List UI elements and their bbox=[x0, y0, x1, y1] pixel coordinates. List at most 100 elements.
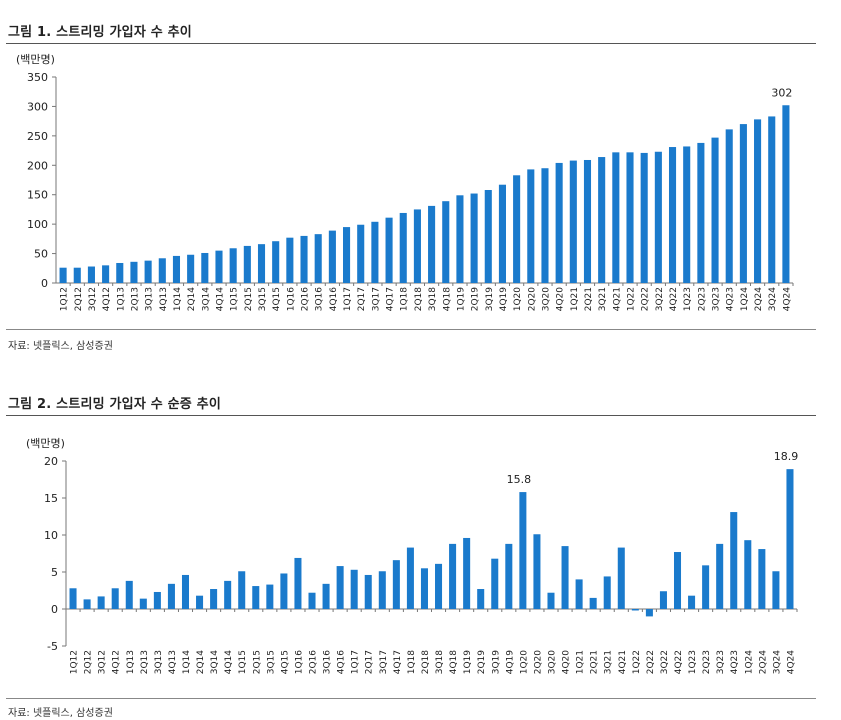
figure-1-bar bbox=[683, 146, 691, 283]
figure-2-x-tick-label: 3Q24 bbox=[772, 650, 782, 675]
figure-2-x-tick-label: 2Q19 bbox=[477, 650, 487, 675]
figure-2-bar bbox=[673, 552, 682, 609]
figure-1-y-tick-label: 0 bbox=[41, 277, 48, 290]
figure-2-x-tick-label: 4Q22 bbox=[674, 650, 684, 674]
figure-1-bar bbox=[612, 152, 620, 283]
figure-2-bar bbox=[167, 583, 175, 609]
figure-1-bar bbox=[87, 266, 95, 283]
figure-2-bar bbox=[364, 574, 372, 609]
figure-2-bar bbox=[716, 543, 724, 609]
figure-2-bar bbox=[519, 492, 527, 609]
figure-1-x-tick-label: 2Q23 bbox=[697, 287, 707, 311]
figure-1-x-tick-label: 1Q16 bbox=[286, 287, 296, 312]
figure-2-bar bbox=[561, 546, 569, 609]
figure-1-x-tick-label: 4Q21 bbox=[612, 287, 622, 311]
figure-2-x-tick-label: 1Q19 bbox=[463, 650, 473, 675]
figure-1-x-tick-label: 2Q21 bbox=[584, 287, 594, 311]
figure-2-x-tick-label: 2Q18 bbox=[421, 650, 431, 675]
figure-2-x-tick-label: 3Q14 bbox=[210, 650, 220, 675]
figure-2-source: 자료: 넷플릭스, 삼성증권 bbox=[8, 708, 113, 719]
figure-1-x-tick-label: 2Q14 bbox=[187, 287, 197, 312]
figure-2-x-tick-label: 3Q16 bbox=[323, 650, 333, 675]
figure-1-x-tick-label: 2Q18 bbox=[414, 287, 424, 312]
figure-1-x-tick-label: 4Q22 bbox=[669, 287, 679, 311]
figure-1-bar bbox=[626, 152, 634, 283]
figure-2-bar bbox=[702, 565, 710, 609]
figure-1-x-tick-label: 2Q24 bbox=[754, 287, 764, 312]
figure-1-bar bbox=[654, 151, 662, 283]
figure-1-bar bbox=[498, 184, 506, 283]
figure-2-bar bbox=[238, 571, 246, 609]
figure-2-bar bbox=[477, 589, 485, 609]
figure-2-x-tick-label: 1Q21 bbox=[576, 650, 586, 674]
figure-1-bar bbox=[144, 260, 152, 283]
figure-2-bar bbox=[308, 592, 316, 609]
figure-1-x-tick-label: 2Q20 bbox=[527, 287, 537, 312]
figure-1-bar bbox=[116, 262, 124, 283]
figure-1-x-tick-label: 4Q12 bbox=[102, 287, 112, 311]
figure-1-x-tick-label: 4Q23 bbox=[726, 287, 736, 311]
figure-1-bar bbox=[257, 244, 266, 283]
figure-2-bottom-rule bbox=[6, 698, 816, 699]
figure-2-x-tick-label: 1Q13 bbox=[126, 650, 136, 674]
figure-2-y-tick-label: 0 bbox=[51, 603, 58, 616]
figure-1-bar bbox=[201, 252, 209, 283]
figure-1-y-tick-label: 150 bbox=[27, 189, 48, 202]
figure-1-x-tick-label: 3Q22 bbox=[655, 287, 665, 311]
figure-2-bar bbox=[617, 547, 625, 609]
figure-1-x-tick-label: 1Q21 bbox=[570, 287, 580, 311]
figure-1-x-tick-label: 2Q15 bbox=[244, 287, 254, 311]
figure-1-bar bbox=[385, 217, 393, 283]
figure-1-bar bbox=[272, 241, 280, 283]
figure-2-bar bbox=[491, 558, 499, 609]
figure-2-bar bbox=[139, 598, 147, 609]
figure-1-x-tick-label: 1Q17 bbox=[343, 287, 353, 311]
figure-2-x-tick-label: 4Q16 bbox=[337, 650, 347, 675]
figure-2-bar bbox=[688, 595, 696, 609]
figure-1-x-tick-label: 4Q20 bbox=[556, 287, 566, 312]
figure-2-bar bbox=[505, 543, 513, 609]
figure-1-bar bbox=[413, 209, 421, 283]
figure-1-bar bbox=[513, 175, 521, 283]
figure-1-bar bbox=[73, 267, 81, 283]
figure-2-bar bbox=[730, 512, 738, 609]
figure-2-data-label: 15.8 bbox=[507, 473, 532, 486]
figure-2-bar bbox=[336, 566, 344, 609]
figure-2-bar bbox=[772, 571, 780, 609]
figure-1-bar bbox=[172, 255, 181, 283]
figure-2-bar bbox=[294, 557, 302, 609]
figure-1-bar bbox=[697, 142, 705, 283]
figure-1-x-tick-label: 3Q17 bbox=[371, 287, 381, 311]
figure-2-y-tick-label: 15 bbox=[44, 492, 58, 505]
figure-1-x-tick-label: 3Q13 bbox=[145, 287, 155, 311]
figure-2-x-tick-label: 1Q15 bbox=[238, 650, 248, 674]
figure-1-x-tick-label: 4Q13 bbox=[159, 287, 169, 311]
figure-2-x-tick-label: 1Q18 bbox=[407, 650, 417, 675]
figure-2-data-label: 18.9 bbox=[774, 450, 799, 463]
figure-1-bar bbox=[484, 190, 492, 283]
figure-1-x-tick-label: 1Q19 bbox=[456, 287, 466, 312]
figure-1-title: 그림 1. 스트리밍 가입자 수 추이 bbox=[8, 25, 192, 40]
figure-1-x-tick-label: 1Q13 bbox=[116, 287, 126, 311]
figure-2-x-tick-label: 4Q21 bbox=[618, 650, 628, 674]
figure-2-bar bbox=[111, 588, 119, 609]
figure-1-x-tick-label: 4Q17 bbox=[386, 287, 396, 311]
figure-1-x-tick-label: 1Q12 bbox=[60, 287, 70, 311]
figure-2-bar bbox=[547, 592, 555, 609]
figure-1-bar bbox=[59, 267, 67, 283]
figure-2-x-tick-label: 1Q20 bbox=[519, 650, 529, 675]
figure-2-bar bbox=[97, 596, 105, 609]
figure-1-bar bbox=[725, 129, 733, 283]
figure-2-bar bbox=[420, 568, 428, 609]
figure-2-top-rule bbox=[6, 415, 816, 416]
figure-2-bar bbox=[533, 534, 541, 609]
figure-2-x-tick-label: 4Q18 bbox=[449, 650, 459, 675]
figure-2-bar bbox=[83, 599, 91, 609]
figure-2-x-tick-label: 2Q13 bbox=[140, 650, 150, 674]
figure-2-x-tick-label: 3Q15 bbox=[266, 650, 276, 674]
figure-2-x-tick-label: 3Q17 bbox=[379, 650, 389, 674]
figure-2-bar bbox=[210, 589, 218, 609]
figure-2-title: 그림 2. 스트리밍 가입자 수 순증 추이 bbox=[8, 397, 221, 412]
figure-1-x-tick-label: 2Q17 bbox=[357, 287, 367, 311]
figure-1-bar bbox=[711, 137, 719, 283]
